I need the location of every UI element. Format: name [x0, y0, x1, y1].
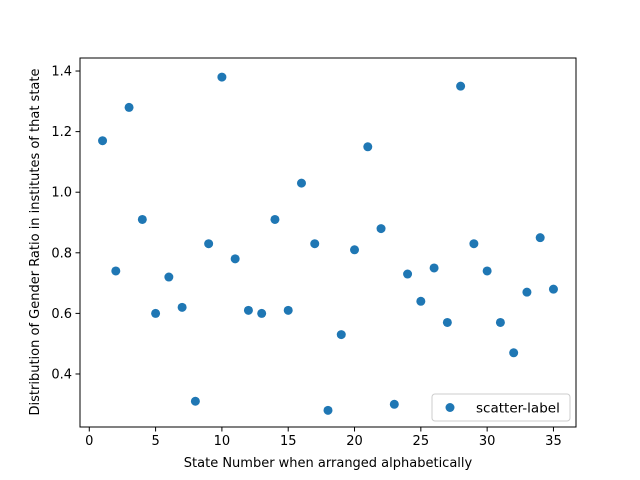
data-point: [456, 81, 466, 91]
data-point: [509, 348, 519, 358]
data-point: [257, 308, 267, 318]
data-point: [469, 239, 479, 249]
legend: scatter-label: [431, 393, 571, 422]
y-tick-label: 0.6: [51, 307, 72, 322]
x-tick-label: 15: [280, 434, 297, 449]
data-point: [548, 284, 558, 294]
y-tick-label: 1.2: [51, 125, 72, 140]
x-tick-label: 5: [151, 434, 159, 449]
data-point: [336, 330, 346, 340]
data-point: [350, 245, 360, 255]
y-axis-label: Distribution of Gender Ratio in institut…: [28, 69, 43, 416]
data-point: [323, 405, 333, 415]
data-point: [522, 287, 532, 297]
y-tick-label: 1.0: [51, 186, 72, 201]
data-point: [495, 317, 505, 327]
data-point: [177, 302, 187, 312]
data-point: [535, 233, 545, 243]
data-point: [429, 263, 439, 273]
x-tick-label: 30: [479, 434, 496, 449]
data-point: [137, 214, 147, 224]
y-tick-label: 0.4: [51, 367, 72, 382]
data-point: [230, 254, 240, 264]
x-axis-label: State Number when arranged alphabeticall…: [184, 456, 473, 471]
data-point: [442, 317, 452, 327]
y-axis: 0.4 0.6 0.8 1.0 1.2 1.4: [51, 65, 80, 382]
plot-area: [79, 57, 577, 428]
legend-box: [431, 393, 571, 422]
x-tick-label: 0: [85, 434, 93, 449]
points-layer: [98, 72, 558, 415]
data-point: [111, 266, 121, 276]
legend-marker: [445, 403, 455, 412]
x-tick-label: 20: [346, 434, 363, 449]
data-point: [403, 269, 413, 279]
x-tick-label: 25: [413, 434, 430, 449]
data-point: [151, 308, 161, 318]
data-point: [270, 214, 280, 224]
data-point: [243, 305, 253, 315]
data-point: [389, 399, 399, 409]
data-point: [482, 266, 492, 276]
data-point: [416, 296, 426, 306]
y-tick-label: 0.8: [51, 246, 72, 261]
data-point: [164, 272, 174, 282]
data-point: [217, 72, 227, 82]
x-tick-label: 10: [214, 434, 231, 449]
x-tick-label: 35: [545, 434, 562, 449]
data-point: [124, 102, 134, 112]
data-point: [363, 142, 373, 152]
data-point: [98, 136, 108, 146]
data-point: [296, 178, 306, 188]
data-point: [310, 239, 320, 249]
data-point: [283, 305, 293, 315]
plot-frame: [79, 57, 577, 428]
data-point: [376, 224, 386, 234]
legend-label: scatter-label: [476, 401, 560, 417]
data-point: [204, 239, 214, 249]
x-axis: 0 5 10 15 20 25 30 35: [85, 427, 562, 449]
data-point: [190, 396, 200, 406]
y-tick-label: 1.4: [51, 65, 72, 80]
